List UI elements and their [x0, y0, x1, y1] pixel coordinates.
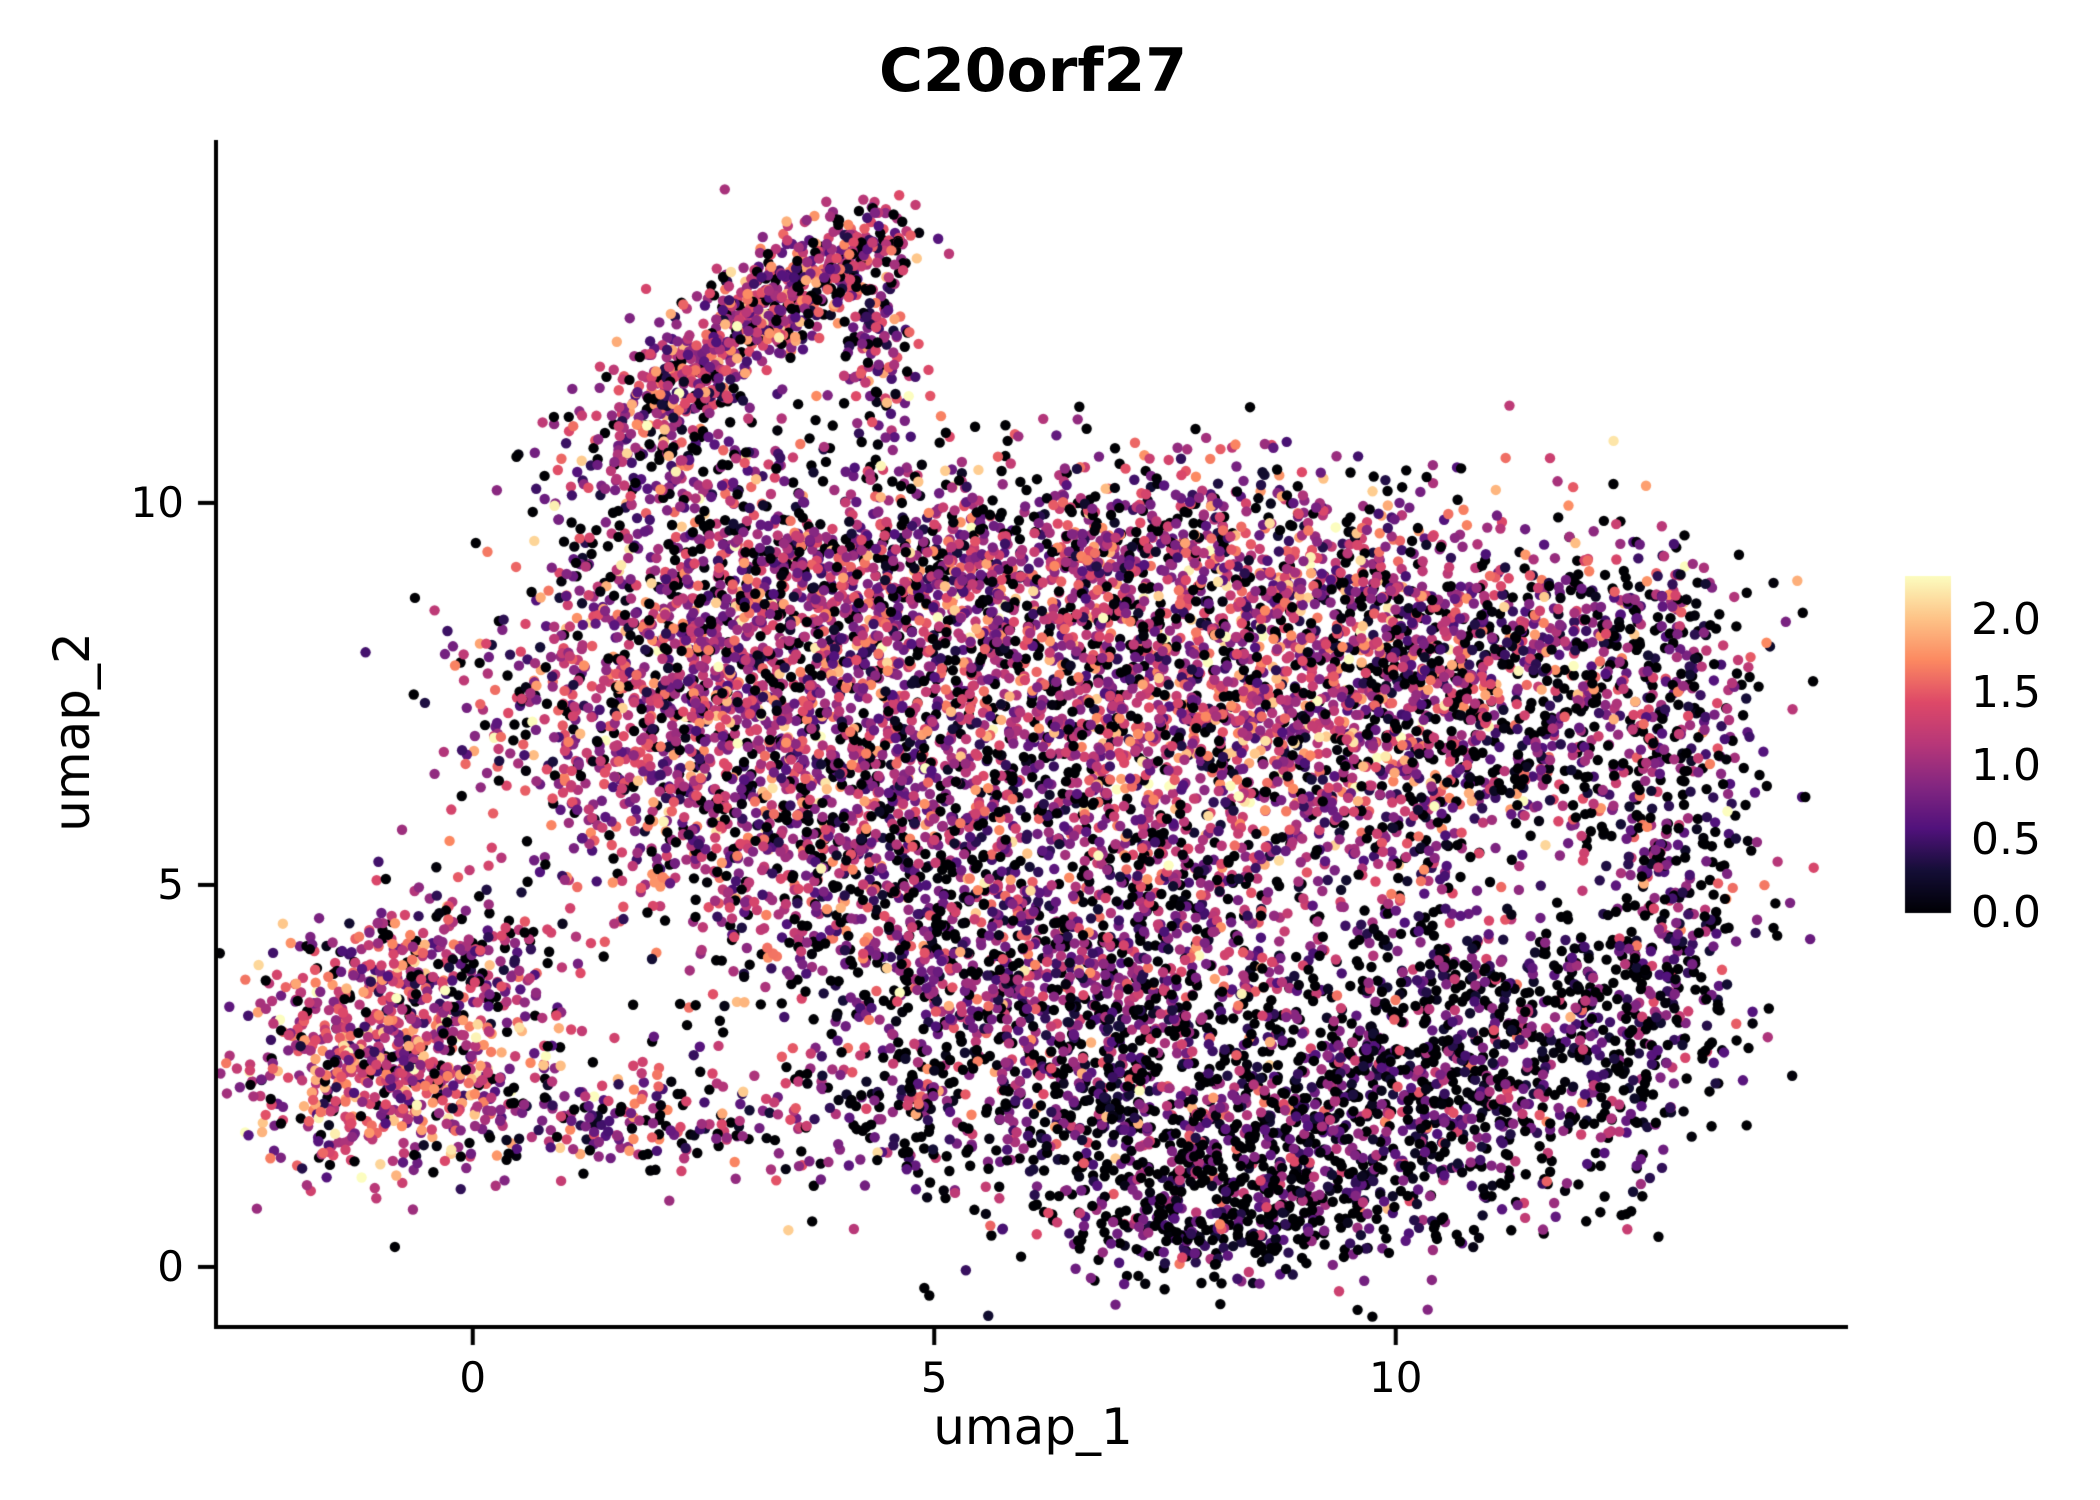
- colorbar-tick-label-2.0: 2.0: [1971, 593, 2041, 645]
- y-tick-label-0: 0: [157, 1241, 184, 1291]
- y-tick-label-10: 10: [130, 477, 184, 527]
- y-axis-label: umap_2: [43, 632, 101, 832]
- colorbar-tick-label-1.0: 1.0: [1971, 740, 2041, 792]
- x-tick-label-5: 5: [920, 1353, 948, 1402]
- y-tick-label-5: 5: [157, 859, 184, 909]
- x-tick-label-0: 0: [459, 1353, 487, 1402]
- x-axis-label: umap_1: [933, 1398, 1133, 1456]
- plot-title: C20orf27: [879, 36, 1187, 106]
- x-tick-label-10: 10: [1369, 1353, 1423, 1402]
- colorbar-tick-label-0.0: 0.0: [1971, 887, 2041, 938]
- colorbar-tick-label-0.5: 0.5: [1971, 813, 2041, 865]
- colorbar-tick-label-1.5: 1.5: [1971, 667, 2041, 719]
